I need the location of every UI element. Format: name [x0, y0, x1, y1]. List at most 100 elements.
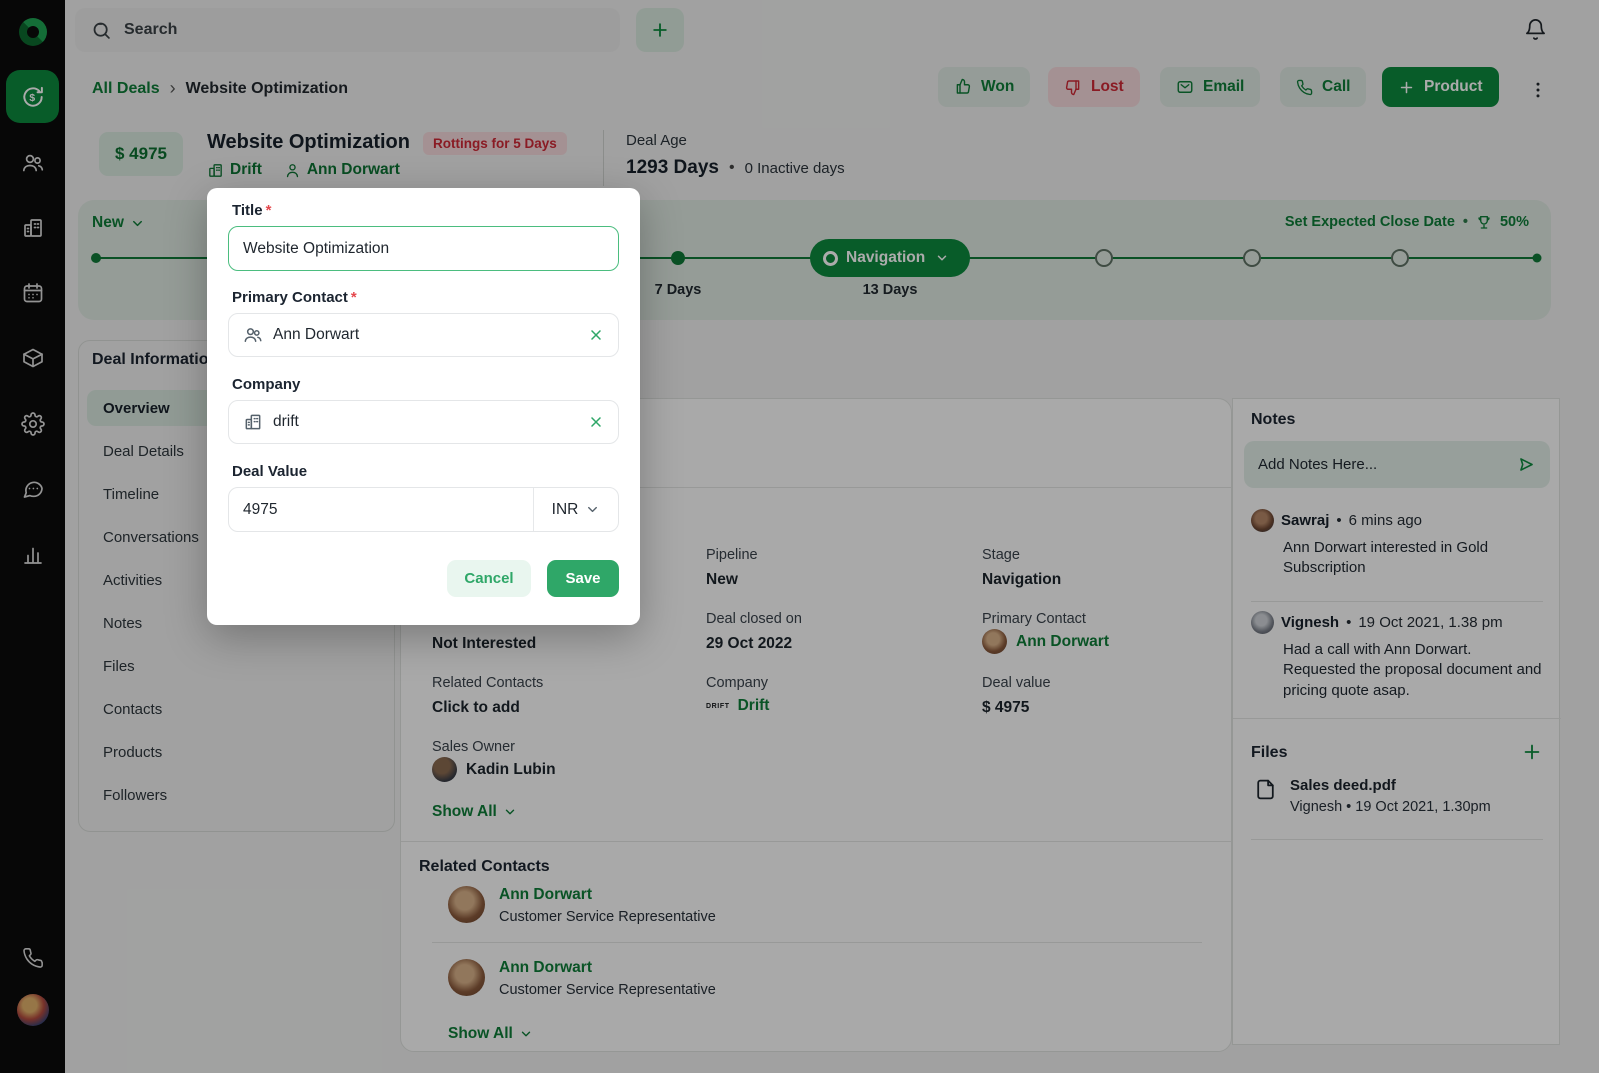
search-input[interactable]	[124, 21, 604, 39]
sidebar-item-calendar[interactable]	[0, 276, 65, 310]
company-field[interactable]: drift	[228, 400, 619, 444]
closed-on-label: Deal closed on	[706, 611, 802, 627]
dot-separator: •	[1346, 614, 1352, 631]
deal-value-label: Deal value	[982, 675, 1051, 691]
nav-item-followers[interactable]: Followers	[103, 786, 168, 804]
search-icon	[91, 20, 112, 41]
calendar-icon	[21, 281, 45, 305]
note-time: 19 Oct 2021, 1.38 pm	[1358, 614, 1503, 631]
nav-item-products[interactable]: Products	[103, 743, 163, 761]
deal-company-label: Drift	[230, 161, 262, 178]
currency-value: INR	[551, 500, 579, 518]
deal-value-field: INR	[228, 487, 619, 532]
file-name[interactable]: Sales deed.pdf	[1290, 777, 1396, 794]
currency-select[interactable]: INR	[533, 488, 618, 531]
nav-item-files[interactable]: Files	[103, 657, 135, 675]
note-author: Vignesh	[1281, 614, 1340, 631]
pipeline-node-future[interactable]	[1391, 249, 1409, 267]
related-contact-row[interactable]: Ann Dorwart Customer Service Representat…	[448, 886, 716, 925]
lost-button[interactable]: Lost	[1048, 67, 1140, 107]
note-time: 6 mins ago	[1348, 512, 1423, 529]
sidebar-item-deals[interactable]: $	[6, 70, 59, 123]
header-divider	[603, 130, 604, 186]
related-contacts-add[interactable]: Click to add	[432, 699, 520, 716]
save-button[interactable]: Save	[547, 560, 619, 597]
deal-amount-badge: $ 4975	[99, 132, 183, 176]
avatar	[448, 959, 485, 996]
chevron-down-icon	[130, 216, 145, 231]
sidebar-item-reports[interactable]	[0, 538, 65, 572]
nav-item-activities[interactable]: Activities	[103, 571, 163, 589]
sidebar-item-companies[interactable]	[0, 211, 65, 245]
add-note-input[interactable]: Add Notes Here...	[1244, 441, 1550, 488]
nav-item-notes[interactable]: Notes	[103, 614, 143, 632]
stage-label: Stage	[982, 547, 1020, 563]
breadcrumb-all-deals[interactable]: All Deals	[92, 79, 160, 97]
sidebar-item-settings[interactable]	[0, 407, 65, 441]
clear-company-button[interactable]	[588, 414, 604, 430]
won-label: Won	[981, 78, 1015, 95]
thumbs-down-icon	[1064, 78, 1082, 96]
deal-age-row: 1293 Days • 0 Inactive days	[626, 157, 845, 179]
show-all-contacts-button[interactable]: Show All	[448, 1025, 533, 1043]
nav-item-timeline[interactable]: Timeline	[103, 485, 160, 503]
plus-icon	[1521, 741, 1543, 763]
related-contact-row[interactable]: Ann Dorwart Customer Service Representat…	[448, 959, 716, 998]
chevron-down-icon	[585, 502, 600, 517]
bar-chart-icon	[21, 543, 45, 567]
app-logo-icon	[19, 18, 47, 46]
cancel-button[interactable]: Cancel	[447, 560, 531, 597]
deal-contact-link[interactable]: Ann Dorwart	[284, 161, 400, 179]
expected-close-row[interactable]: Set Expected Close Date • 50%	[1285, 214, 1529, 230]
call-button[interactable]: Call	[1280, 67, 1367, 107]
primary-contact-field[interactable]: Ann Dorwart	[228, 313, 619, 357]
add-button[interactable]	[636, 8, 684, 52]
user-avatar[interactable]	[17, 994, 49, 1026]
deal-age-label: Deal Age	[626, 132, 687, 149]
deal-company-link[interactable]: Drift	[207, 161, 262, 179]
stage-select-label: New	[92, 214, 124, 231]
clear-contact-button[interactable]	[588, 327, 604, 343]
deal-value: $ 4975	[982, 699, 1030, 716]
note-item: Sawraj • 6 mins ago Ann Dorwart interest…	[1251, 509, 1543, 579]
contact-name[interactable]: Ann Dorwart	[499, 959, 592, 976]
note-text: Had a call with Ann Dorwart. Requested t…	[1283, 641, 1542, 699]
deal-subheader: Drift Ann Dorwart	[207, 161, 400, 179]
bell-icon	[1524, 18, 1547, 41]
add-product-button[interactable]: Product	[1382, 67, 1499, 107]
related-contacts-label: Related Contacts	[432, 675, 544, 691]
email-button[interactable]: Email	[1160, 67, 1261, 107]
pipeline-node-future[interactable]	[1095, 249, 1113, 267]
contact-name[interactable]: Ann Dorwart	[499, 886, 592, 903]
plus-icon	[650, 20, 670, 40]
nav-item-conversations[interactable]: Conversations	[103, 528, 199, 546]
email-icon	[1176, 78, 1194, 96]
sidebar-item-contacts[interactable]	[0, 146, 65, 180]
avatar	[982, 629, 1007, 654]
more-options-button[interactable]	[1524, 75, 1552, 105]
deal-value-input[interactable]	[243, 500, 618, 519]
company-chip: drift	[273, 413, 299, 430]
company-value: Drift	[737, 697, 770, 714]
nav-item-contacts[interactable]: Contacts	[103, 700, 163, 718]
show-all-fields-button[interactable]: Show All	[432, 803, 517, 821]
sidebar-item-phone[interactable]	[0, 941, 65, 975]
primary-contact-link[interactable]: Ann Dorwart	[982, 629, 1109, 654]
note-text: Ann Dorwart interested in Gold Subscript…	[1283, 539, 1489, 577]
sidebar-item-products[interactable]	[0, 341, 65, 375]
pipeline-node-done[interactable]	[671, 251, 685, 265]
company-link[interactable]: DRIFT Drift	[706, 697, 769, 715]
won-button[interactable]: Won	[938, 67, 1031, 107]
companies-icon	[21, 216, 45, 240]
nav-item-deal-details[interactable]: Deal Details	[103, 442, 184, 460]
pipeline-stage-select[interactable]: New	[92, 214, 145, 232]
pipeline-current-stage[interactable]: Navigation	[810, 239, 970, 277]
pipeline-node-future[interactable]	[1243, 249, 1261, 267]
sidebar-item-chat[interactable]	[0, 472, 65, 506]
notifications-button[interactable]	[1524, 18, 1547, 41]
title-input[interactable]	[228, 226, 619, 271]
search-bar[interactable]	[75, 8, 620, 52]
file-item[interactable]: Sales deed.pdf Vignesh • 19 Oct 2021, 1.…	[1253, 777, 1491, 815]
add-file-button[interactable]	[1521, 741, 1543, 763]
stage-duration-label: 13 Days	[862, 282, 918, 298]
